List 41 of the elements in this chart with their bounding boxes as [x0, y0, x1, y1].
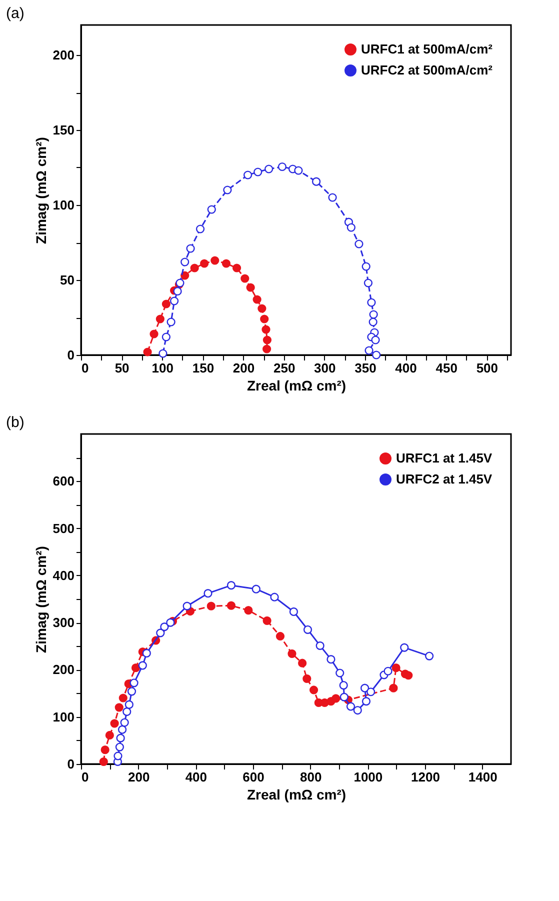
y-tick-label: 0	[67, 756, 74, 772]
y-axis-title: Zimag (mΩ cm²)	[32, 546, 49, 653]
legend-label: URFC1 at 500mA/cm²	[361, 42, 494, 56]
y-tick-label: 200	[52, 662, 74, 678]
y-tick-label: 200	[52, 48, 74, 62]
x-tick-label: 150	[192, 360, 214, 376]
x-tick-label: 600	[242, 770, 264, 784]
x-tick-label: 50	[114, 360, 130, 376]
y-tick-label: 150	[52, 122, 74, 138]
y-tick-label: 600	[52, 474, 74, 489]
chart-title: (a)	[6, 5, 24, 22]
y-axis-title: Zimag (mΩ cm²)	[32, 137, 49, 244]
x-tick-label: 1000	[354, 770, 383, 784]
x-tick-label: 300	[314, 360, 336, 376]
y-tick-label: 100	[52, 709, 74, 724]
x-tick-label: 200	[232, 360, 255, 376]
x-tick-label: 400	[395, 360, 417, 376]
x-tick-label: 0	[82, 770, 89, 784]
x-tick-label: 350	[354, 360, 376, 376]
y-tick-label: 500	[52, 520, 74, 536]
x-tick-label: 450	[436, 360, 458, 376]
y-tick-label: 50	[60, 272, 74, 288]
x-tick-label: 500	[476, 360, 498, 376]
x-tick-label: 0	[82, 360, 89, 376]
y-tick-label: 400	[52, 568, 74, 583]
chart-title: (b)	[6, 414, 24, 431]
y-tick-label: 0	[67, 348, 74, 362]
x-tick-label: 200	[128, 770, 150, 784]
x-tick-label: 800	[300, 770, 322, 784]
x-tick-label: 250	[273, 360, 296, 376]
x-tick-label: 1400	[468, 770, 498, 784]
legend-label: URFC2 at 500mA/cm²	[361, 62, 494, 78]
y-tick-label: 100	[52, 198, 74, 212]
legend-label: URFC1 at 1.45V	[396, 450, 492, 466]
legend-label: URFC2 at 1.45V	[396, 472, 492, 486]
x-axis-title: Zreal (mΩ cm²)	[246, 378, 346, 394]
x-axis-title: Zreal (mΩ cm²)	[246, 786, 346, 802]
x-tick-label: 400	[185, 770, 208, 784]
y-tick-label: 300	[52, 615, 74, 630]
x-tick-label: 100	[152, 360, 174, 376]
x-tick-label: 1200	[411, 770, 440, 784]
